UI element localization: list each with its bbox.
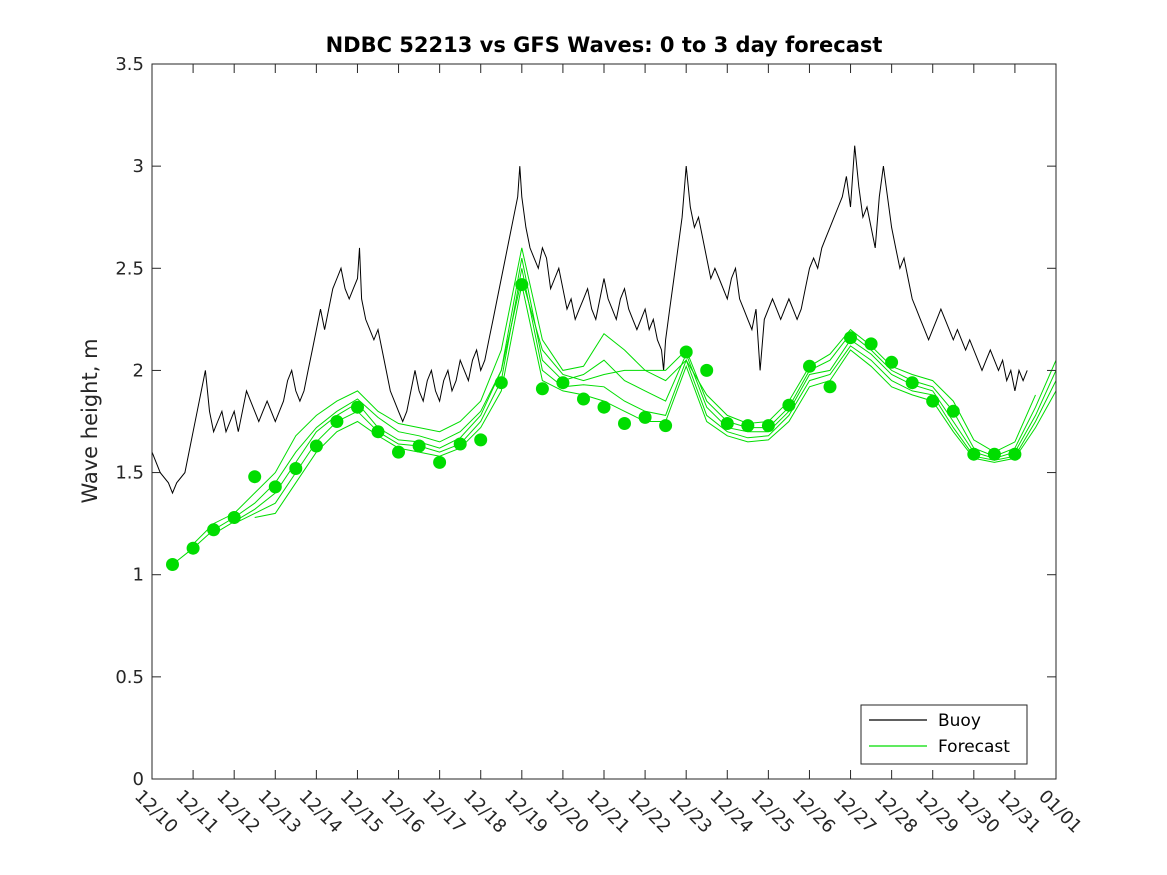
forecast-marker	[166, 558, 179, 571]
forecast-marker	[494, 376, 508, 390]
forecast-marker	[638, 410, 652, 424]
legend: Buoy Forecast	[860, 704, 1028, 765]
forecast-marker	[844, 331, 857, 345]
forecast-marker	[803, 359, 816, 373]
forecast-marker	[330, 415, 344, 428]
y-tick-label: 0.5	[115, 667, 144, 688]
forecast-marker	[720, 417, 734, 430]
forecast-marker	[268, 480, 282, 494]
buoy-series	[151, 145, 1028, 495]
y-tick-label: 3.5	[115, 54, 144, 75]
plot-area	[152, 64, 1056, 779]
forecast-marker	[351, 400, 364, 414]
forecast-marker	[392, 445, 405, 459]
y-axis-label: Wave height, m	[78, 338, 102, 503]
y-tick-label: 2	[133, 360, 144, 381]
forecast-marker	[885, 355, 899, 369]
forecast-marker	[659, 419, 673, 433]
forecast-marker	[577, 392, 590, 406]
forecast-marker	[433, 455, 447, 469]
forecast-marker	[515, 278, 529, 292]
forecast-marker	[186, 541, 200, 555]
buoy-line	[151, 145, 1028, 495]
y-axis-ticks: 0 0.5 1 1.5 2 2.5 3 3.5	[115, 54, 1056, 790]
forecast-marker	[289, 462, 303, 475]
forecast-marker	[618, 417, 631, 430]
forecast-marker	[248, 470, 262, 484]
forecast-marker	[412, 439, 426, 453]
forecast-marker	[1008, 447, 1022, 461]
forecast-marker	[761, 419, 775, 433]
forecast-marker	[987, 447, 1001, 461]
forecast-marker	[474, 433, 488, 447]
y-tick-label: 0	[133, 769, 144, 790]
forecast-markers	[166, 278, 1022, 571]
legend-forecast-label: Forecast	[938, 737, 1010, 757]
forecast-marker	[700, 363, 714, 377]
forecast-marker	[946, 404, 960, 418]
forecast-marker	[535, 382, 549, 396]
y-tick-label: 1.5	[115, 463, 144, 484]
forecast-marker	[371, 425, 385, 439]
forecast-marker	[556, 376, 570, 390]
forecast-marker	[926, 394, 940, 408]
forecast-marker	[864, 337, 878, 351]
legend-buoy-label: Buoy	[938, 711, 981, 731]
chart-title: NDBC 52213 vs GFS Waves: 0 to 3 day fore…	[326, 33, 883, 57]
forecast-marker	[782, 398, 796, 412]
forecast-marker	[207, 523, 221, 537]
forecast-marker	[741, 419, 755, 433]
y-tick-label: 1	[133, 565, 144, 586]
forecast-marker	[453, 437, 467, 451]
forecast-marker	[679, 345, 693, 359]
forecast-marker	[597, 400, 611, 414]
legend-box	[860, 704, 1028, 765]
forecast-marker	[309, 439, 323, 453]
forecast-marker	[905, 376, 919, 390]
forecast-marker	[967, 447, 981, 461]
forecast-run-line	[254, 284, 1057, 518]
forecast-marker	[227, 511, 241, 524]
y-tick-label: 3	[133, 156, 144, 177]
y-tick-label: 2.5	[115, 258, 144, 279]
forecast-marker	[823, 380, 837, 394]
